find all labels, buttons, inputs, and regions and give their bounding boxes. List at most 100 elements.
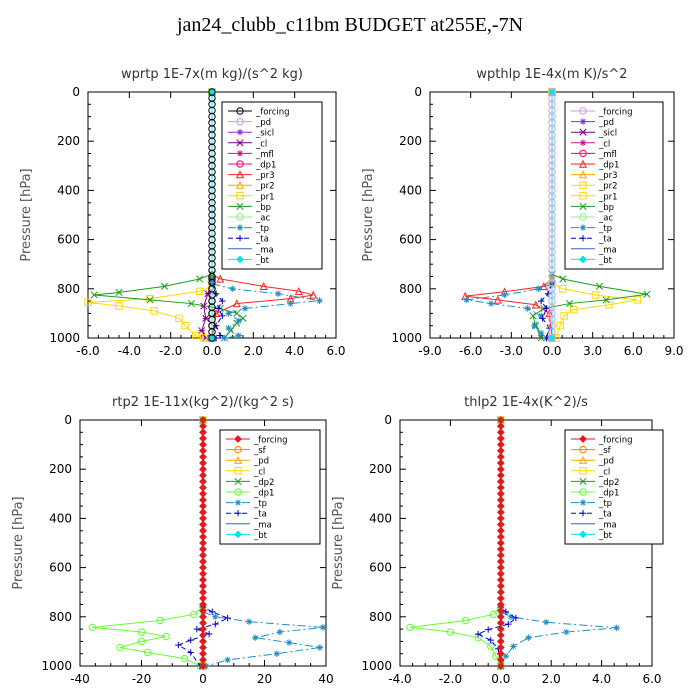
data-point (569, 306, 578, 314)
trunk-marker (496, 545, 505, 554)
legend-label: _bp (255, 203, 271, 213)
data-point (217, 332, 224, 339)
y-tick-label: 200 (369, 462, 392, 476)
legend-marker (579, 235, 587, 242)
legend-marker (579, 118, 587, 125)
trunk-marker (199, 662, 207, 670)
data-point (559, 285, 567, 293)
data-point (542, 619, 550, 626)
data-point (560, 312, 568, 320)
legend-label: _pd (598, 118, 614, 128)
trunk-marker (208, 334, 216, 342)
legend-marker (579, 445, 587, 454)
trunk-marker (199, 477, 207, 486)
data-point (187, 649, 194, 656)
trunk-marker (199, 631, 207, 640)
legend-marker (236, 213, 244, 221)
trunk-marker (199, 526, 207, 535)
y-tick-label: 600 (57, 233, 80, 247)
data-point (219, 312, 226, 320)
data-point (273, 650, 280, 657)
legend-marker (234, 477, 242, 485)
trunk-marker (199, 471, 207, 480)
series-pr3 (207, 87, 318, 342)
legend-marker (579, 510, 587, 517)
data-point (195, 287, 204, 295)
legend-label: _bt (253, 531, 268, 541)
trunk-marker (496, 459, 505, 467)
legend-marker (234, 467, 242, 475)
data-point (235, 332, 243, 339)
legend-label: _pd (255, 118, 271, 128)
x-tick-label: 2.0 (542, 672, 561, 686)
legend-marker (579, 149, 587, 158)
chart-panel-1: wprtp 1E-7x(m kg)/(s^2 kg) Pressure [hPa]… (19, 67, 346, 358)
legend: _forcing_pd_sicl_cl_mfl_dp1_pr3_pr2_pr1_… (221, 101, 323, 270)
y-tick-label: 200 (399, 134, 422, 148)
trunk-marker (496, 428, 505, 437)
trunk-marker (496, 539, 505, 547)
data-point (88, 623, 97, 632)
y-tick-label: 600 (49, 561, 72, 575)
data-point (544, 290, 552, 297)
series-line (476, 420, 517, 667)
legend-marker (579, 255, 587, 264)
x-tick-label: 4.0 (592, 672, 611, 686)
legend-marker (236, 117, 244, 126)
trunk-marker (496, 496, 505, 504)
legend-marker (578, 159, 588, 168)
trunk-marker (199, 588, 207, 597)
data-point (563, 628, 570, 636)
data-point (225, 324, 232, 332)
series-line (551, 92, 638, 339)
data-point (224, 656, 231, 664)
y-tick-label: 1000 (49, 331, 80, 345)
legend-marker (579, 202, 587, 210)
chart-title: thlp2 1E-4x(K^2)/s (464, 395, 588, 410)
data-point (252, 634, 259, 641)
trunk-marker (199, 612, 207, 621)
data-point (505, 620, 512, 628)
trunk-marker (496, 551, 505, 560)
data-point (212, 309, 221, 318)
data-point (501, 291, 508, 299)
data-point (276, 628, 284, 636)
trunk-marker (199, 655, 207, 664)
x-tick-label: 40 (318, 672, 333, 686)
data-point (209, 608, 216, 616)
legend-label: _dp1 (255, 161, 276, 171)
trunk-marker (496, 489, 505, 498)
data-point (215, 305, 222, 312)
x-tick-label: -20 (132, 672, 152, 686)
legend-label: _mfl (598, 150, 617, 160)
data-point (205, 630, 213, 638)
trunk-marker (496, 526, 505, 535)
legend-label: _pr1 (598, 192, 618, 202)
data-point (529, 312, 537, 320)
data-point (524, 305, 531, 312)
legend-label: _ta (255, 235, 269, 245)
trunk-marker (496, 563, 505, 572)
legend-label: _cl (598, 139, 610, 149)
data-point (559, 275, 567, 283)
chart-title: wprtp 1E-7x(m kg)/(s^2 kg) (121, 67, 303, 82)
trunk-marker (199, 434, 207, 443)
trunk-marker (199, 489, 207, 498)
legend-label: _mfl (255, 150, 274, 160)
legend-marker (234, 445, 242, 454)
data-point (216, 274, 225, 283)
chart-panel-2: wpthlp 1E-4x(m K)/s^2 Pressure [hPa] -9.0 -… (361, 67, 684, 358)
trunk-marker (199, 502, 207, 511)
data-point (143, 648, 152, 657)
trunk-marker (496, 446, 505, 455)
trunk-marker (496, 569, 505, 578)
legend-marker (234, 488, 242, 496)
legend-label: _forcing (598, 436, 633, 446)
trunk-marker (199, 452, 207, 461)
legend-label: _dp2 (598, 478, 619, 488)
data-point (196, 275, 204, 283)
x-tick-label: -4.0 (118, 344, 141, 358)
legend-marker (579, 477, 587, 485)
data-point (605, 301, 613, 309)
